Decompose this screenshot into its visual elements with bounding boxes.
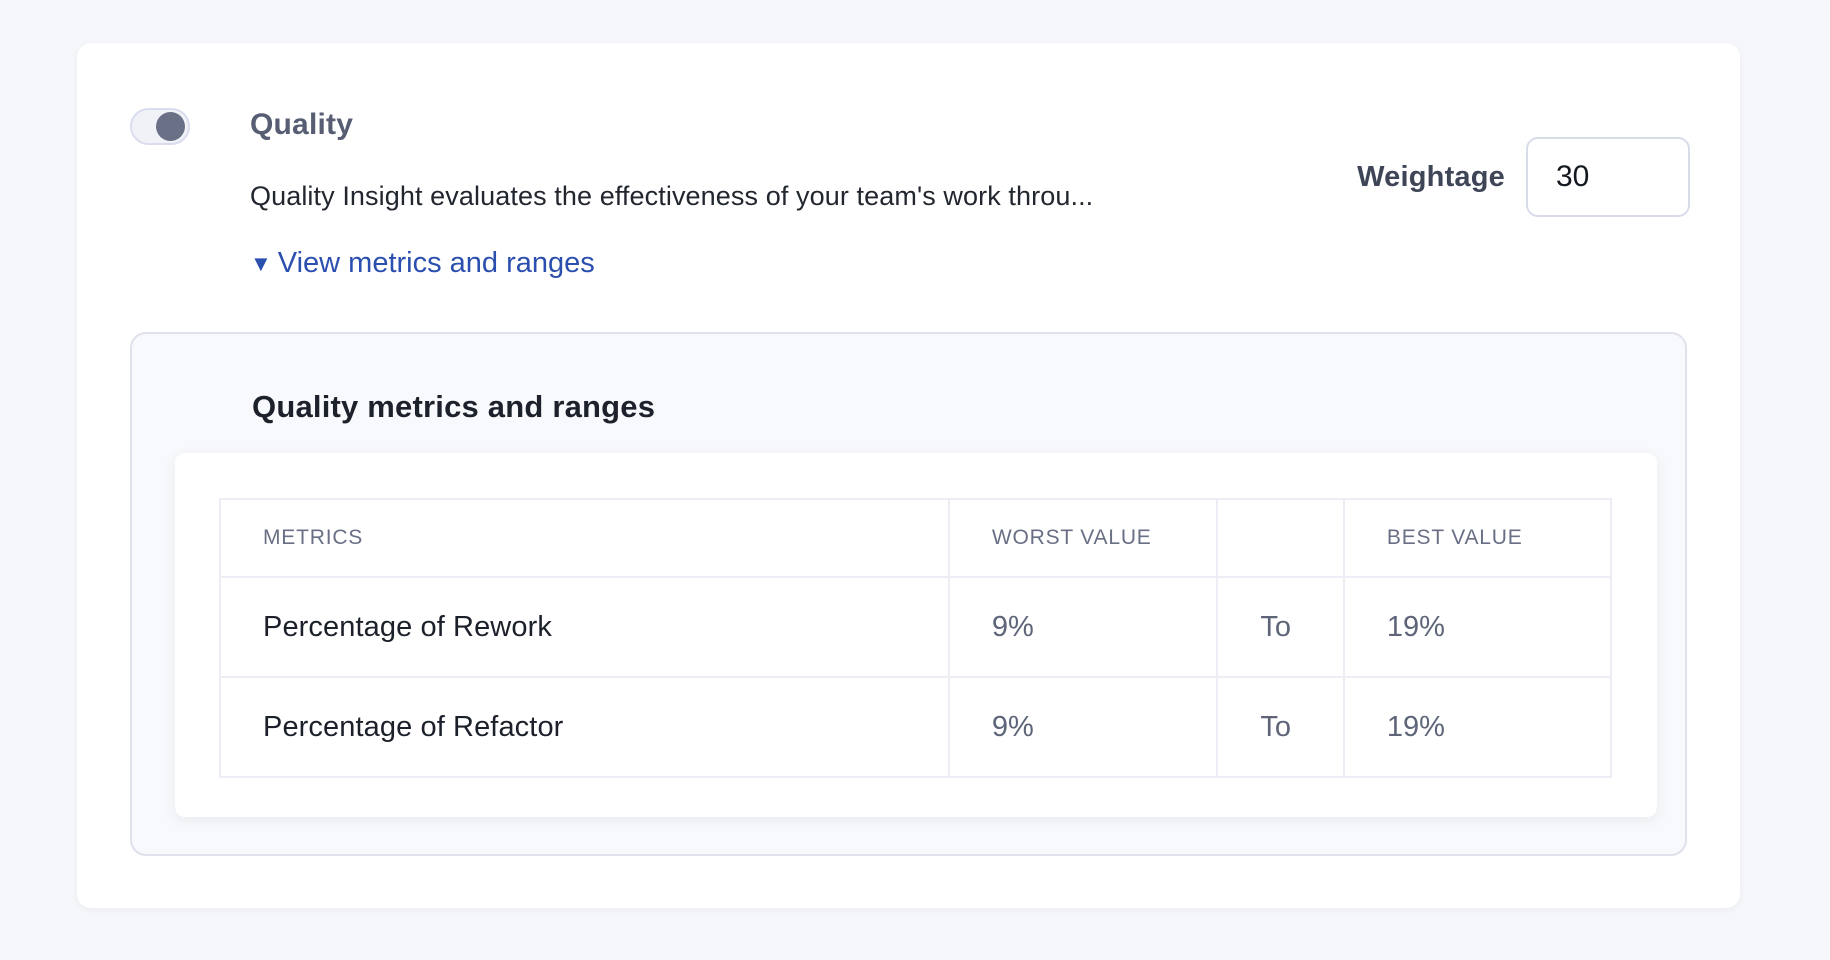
- column-header-separator: [1216, 498, 1345, 578]
- range-separator-cell: To: [1216, 676, 1345, 778]
- column-header-worst-value: WORST VALUE: [947, 498, 1219, 578]
- worst-value-cell: 9%: [947, 576, 1219, 678]
- quality-header-row: Quality Quality Insight evaluates the ef…: [130, 106, 1687, 282]
- quality-settings-card: Quality Quality Insight evaluates the ef…: [77, 43, 1740, 908]
- column-header-best-value: BEST VALUE: [1342, 498, 1613, 578]
- quality-toggle[interactable]: [130, 108, 190, 145]
- best-value-cell: 19%: [1342, 676, 1613, 778]
- range-separator-cell: To: [1216, 576, 1345, 678]
- triangle-down-icon: ▼: [250, 251, 272, 276]
- metrics-panel-heading: Quality metrics and ranges: [252, 389, 656, 424]
- toggle-knob-icon: [156, 112, 185, 141]
- view-metrics-link[interactable]: ▼ View metrics and ranges: [250, 245, 595, 282]
- metrics-table-header-row: METRICS WORST VALUE BEST VALUE: [219, 498, 1613, 578]
- metrics-panel: Quality metrics and ranges METRICS WORST…: [130, 332, 1687, 856]
- metrics-table-card: METRICS WORST VALUE BEST VALUE Percentag…: [175, 453, 1657, 817]
- table-row: Percentage of Rework 9% To 19%: [219, 576, 1613, 678]
- metric-name-cell: Percentage of Refactor: [219, 676, 950, 778]
- best-value-cell: 19%: [1342, 576, 1613, 678]
- table-row: Percentage of Refactor 9% To 19%: [219, 676, 1613, 778]
- weightage-input[interactable]: [1526, 137, 1690, 217]
- column-header-metrics: METRICS: [219, 498, 950, 578]
- view-metrics-link-label: View metrics and ranges: [277, 247, 595, 279]
- quality-header-text: Quality Quality Insight evaluates the ef…: [250, 106, 1093, 282]
- metric-name-cell: Percentage of Rework: [219, 576, 950, 678]
- section-title: Quality: [250, 108, 354, 141]
- metrics-table: METRICS WORST VALUE BEST VALUE Percentag…: [219, 498, 1613, 778]
- section-description: Quality Insight evaluates the effectiven…: [250, 181, 1094, 211]
- weightage-group: Weightage: [1357, 137, 1690, 217]
- worst-value-cell: 9%: [947, 676, 1219, 778]
- weightage-label: Weightage: [1357, 160, 1505, 193]
